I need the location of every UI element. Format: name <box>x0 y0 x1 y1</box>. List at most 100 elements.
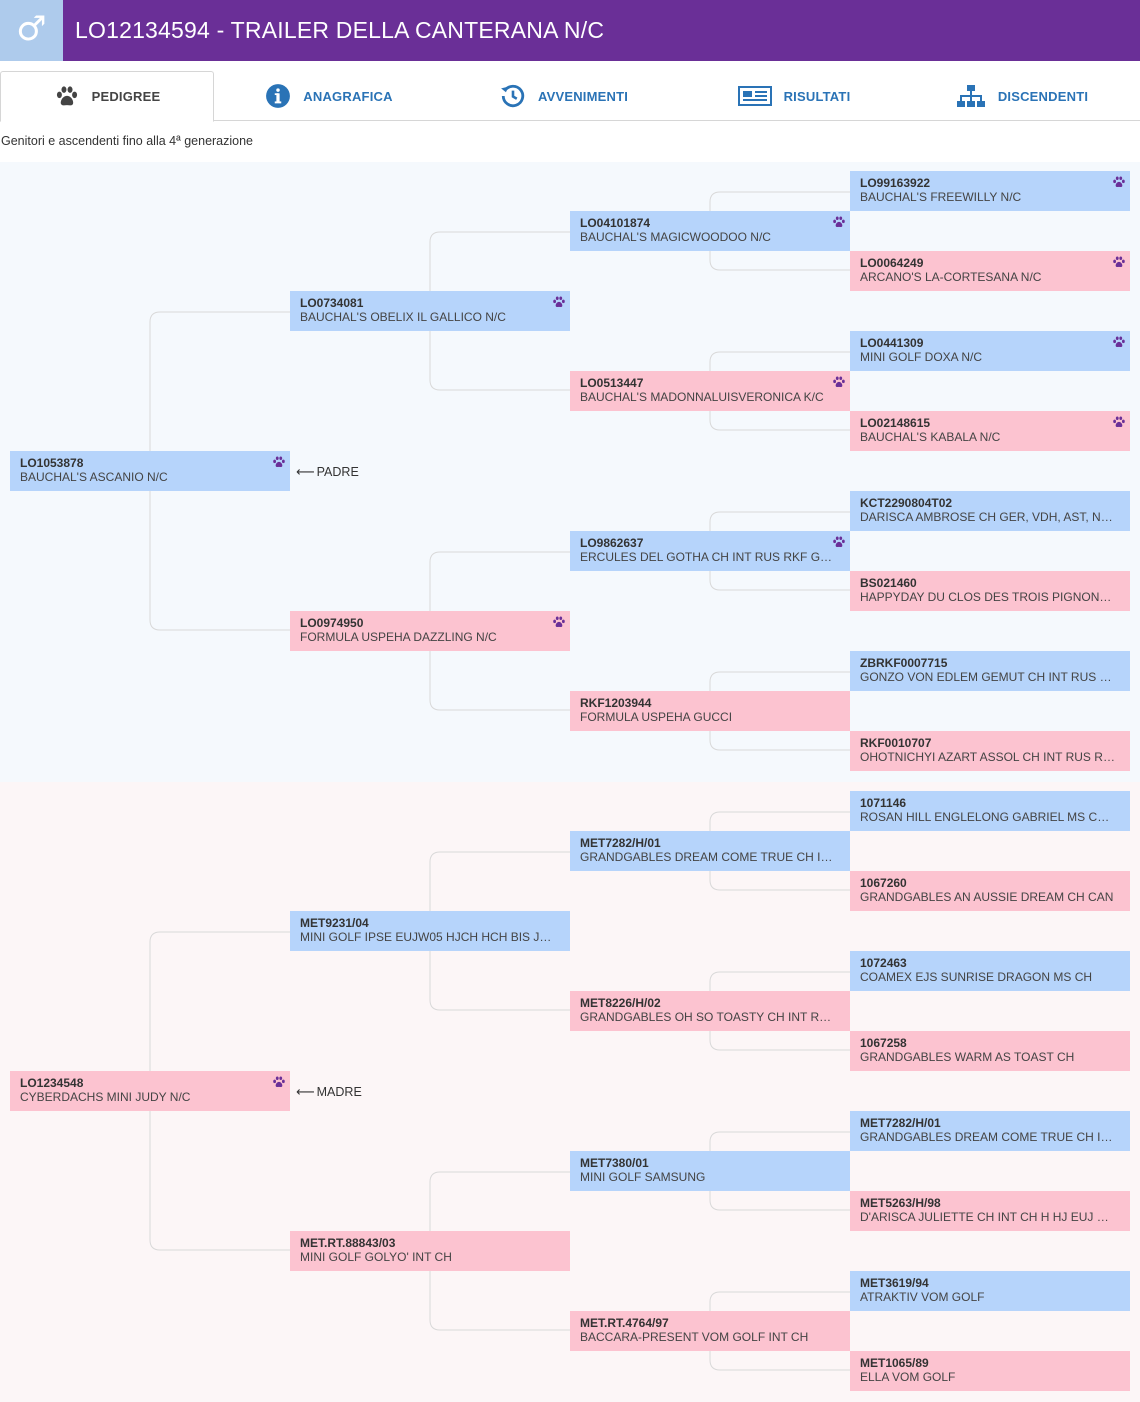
pedigree-node-sdss[interactable]: KCT2290804T02 DARISCA AMBROSE CH GER, VD… <box>850 491 1130 531</box>
registration-number: MET.RT.88843/03 <box>300 1236 396 1250</box>
registration-number: MET7282/H/01 <box>860 1116 941 1130</box>
page-header: ♂ LO12134594 - TRAILER DELLA CANTERANA N… <box>0 0 1140 61</box>
dog-name: BAUCHAL'S ASCANIO N/C <box>20 470 168 484</box>
dog-name: FORMULA USPEHA DAZZLING N/C <box>300 630 497 644</box>
pedigree-node-ddds[interactable]: MET3619/94 ATRAKTIV VOM GOLF <box>850 1271 1130 1311</box>
dog-name: CYBERDACHS MINI JUDY N/C <box>20 1090 191 1104</box>
dog-name: DARISCA AMBROSE CH GER, VDH, AST, NET, L… <box>860 510 1120 524</box>
pedigree-node-ssds[interactable]: LO0441309 MINI GOLF DOXA N/C <box>850 331 1130 371</box>
pedigree-node-sdds[interactable]: ZBRKF0007715 GONZO VON EDLEM GEMUT CH IN… <box>850 651 1130 691</box>
paw-icon <box>1113 336 1125 348</box>
registration-number: MET9231/04 <box>300 916 369 930</box>
pedigree-node-sire[interactable]: LO1053878 BAUCHAL'S ASCANIO N/C <box>10 451 290 491</box>
pedigree-subtitle: Genitori e ascendenti fino alla 4ª gener… <box>1 134 254 148</box>
registration-number: 1067260 <box>860 876 907 890</box>
pedigree-node-dam-dam[interactable]: MET.RT.88843/03 MINI GOLF GOLYO' INT CH <box>290 1231 570 1271</box>
pedigree-node-dss[interactable]: MET7282/H/01 GRANDGABLES DREAM COME TRUE… <box>570 831 850 871</box>
paw-icon <box>273 456 285 468</box>
registration-number: MET7380/01 <box>580 1156 649 1170</box>
tab-risultati[interactable]: RISULTATI <box>684 71 904 121</box>
dog-name: ELLA VOM GOLF <box>860 1370 956 1384</box>
pedigree-node-dam-sire[interactable]: MET9231/04 MINI GOLF IPSE EUJW05 HJCH HC… <box>290 911 570 951</box>
registration-number: 1072463 <box>860 956 907 970</box>
dog-name: GRANDGABLES DREAM COME TRUE CH INT JCH <box>580 850 840 864</box>
newspaper-icon <box>737 86 772 106</box>
dog-name: GRANDGABLES AN AUSSIE DREAM CH CAN <box>860 890 1114 904</box>
dog-name: GRANDGABLES OH SO TOASTY CH INT RO CH <box>580 1010 840 1024</box>
dog-name: D'ARISCA JULIETTE CH INT CH H HJ EUJ PL … <box>860 1210 1120 1224</box>
registration-number: LO99163922 <box>860 176 931 190</box>
dog-name: BAUCHAL'S KABALA N/C <box>860 430 1001 444</box>
dog-name: MINI GOLF SAMSUNG <box>580 1170 706 1184</box>
dog-name: FORMULA USPEHA GUCCI <box>580 710 733 724</box>
pedigree-node-ddsd[interactable]: MET5263/H/98 D'ARISCA JULIETTE CH INT CH… <box>850 1191 1130 1231</box>
dog-name: ROSAN HILL ENGLELONG GABRIEL MS CH. CAN <box>860 810 1120 824</box>
pedigree-node-dds[interactable]: MET7380/01 MINI GOLF SAMSUNG <box>570 1151 850 1191</box>
pedigree-node-dam[interactable]: LO1234548 CYBERDACHS MINI JUDY N/C <box>10 1071 290 1111</box>
tab-pedigree[interactable]: PEDIGREE <box>0 71 214 122</box>
dog-name: ARCANO'S LA-CORTESANA N/C <box>860 270 1042 284</box>
pedigree-node-dsss[interactable]: 1071146 ROSAN HILL ENGLELONG GABRIEL MS … <box>850 791 1130 831</box>
pedigree-node-sire-sire[interactable]: LO0734081 BAUCHAL'S OBELIX IL GALLICO N/… <box>290 291 570 331</box>
tab-label: RISULTATI <box>783 88 851 104</box>
pedigree-node-sdsd[interactable]: BS021460 HAPPYDAY DU CLOS DES TROIS PIGN… <box>850 571 1130 611</box>
registration-number: MET7282/H/01 <box>580 836 661 850</box>
paw-icon <box>833 536 845 548</box>
registration-number: MET3619/94 <box>860 1276 929 1290</box>
dog-name: MINI GOLF DOXA N/C <box>860 350 983 364</box>
sitemap-icon <box>956 85 985 107</box>
paw-icon <box>1113 416 1125 428</box>
pedigree-node-sssd[interactable]: LO0064249 ARCANO'S LA-CORTESANA N/C <box>850 251 1130 291</box>
madre-label: ⟵ MADRE <box>296 1084 362 1100</box>
registration-number: LO02148615 <box>860 416 931 430</box>
registration-number: RKF1203944 <box>580 696 652 710</box>
pedigree-node-sddd[interactable]: RKF0010707 OHOTNICHYI AZART ASSOL CH INT… <box>850 731 1130 771</box>
registration-number: MET8226/H/02 <box>580 996 661 1010</box>
arrow-left-icon: ⟵ <box>296 464 315 479</box>
registration-number: MET1065/89 <box>860 1356 929 1370</box>
pedigree-node-ddss[interactable]: MET7282/H/01 GRANDGABLES DREAM COME TRUE… <box>850 1111 1130 1151</box>
tab-label: PEDIGREE <box>91 89 161 104</box>
tab-avvenimenti[interactable]: AVVENIMENTI <box>444 71 684 121</box>
registration-number: LO1053878 <box>20 456 84 470</box>
paw-icon <box>553 616 565 628</box>
paw-icon <box>56 85 77 105</box>
dog-name: COAMEX EJS SUNRISE DRAGON MS CH <box>860 970 1093 984</box>
pedigree-node-ssd[interactable]: LO0513447 BAUCHAL'S MADONNALUISVERONICA … <box>570 371 850 411</box>
dog-name: BAUCHAL'S MAGICWOODOO N/C <box>580 230 771 244</box>
pedigree-node-sds[interactable]: LO9862637 ERCULES DEL GOTHA CH INT RUS R… <box>570 531 850 571</box>
pedigree-node-sire-dam[interactable]: LO0974950 FORMULA USPEHA DAZZLING N/C <box>290 611 570 651</box>
tab-discendenti[interactable]: DISCENDENTI <box>904 71 1140 121</box>
tab-anagrafica[interactable]: ANAGRAFICA <box>214 71 444 121</box>
dog-name: MINI GOLF IPSE EUJW05 HJCH HCH BIS JBIS … <box>300 930 560 944</box>
dog-name: GONZO VON EDLEM GEMUT CH INT RUS RKF UKR <box>860 670 1120 684</box>
pedigree-node-sss[interactable]: LO04101874 BAUCHAL'S MAGICWOODOO N/C <box>570 211 850 251</box>
pedigree-node-dsd[interactable]: MET8226/H/02 GRANDGABLES OH SO TOASTY CH… <box>570 991 850 1031</box>
registration-number: RKF0010707 <box>860 736 932 750</box>
pedigree-node-ssss[interactable]: LO99163922 BAUCHAL'S FREEWILLY N/C <box>850 171 1130 211</box>
pedigree-node-ddd[interactable]: MET.RT.4764/97 BACCARA-PRESENT VOM GOLF … <box>570 1311 850 1351</box>
registration-number: 1067258 <box>860 1036 907 1050</box>
dog-name: HAPPYDAY DU CLOS DES TROIS PIGNONS CH IN… <box>860 590 1120 604</box>
dog-name: OHOTNICHYI AZART ASSOL CH INT RUS RKF UK… <box>860 750 1120 764</box>
info-icon <box>266 84 291 108</box>
pedigree-node-dsds[interactable]: 1072463 COAMEX EJS SUNRISE DRAGON MS CH <box>850 951 1130 991</box>
registration-number: LO0064249 <box>860 256 924 270</box>
registration-number: MET.RT.4764/97 <box>580 1316 669 1330</box>
registration-number: ZBRKF0007715 <box>860 656 948 670</box>
page-title: LO12134594 - TRAILER DELLA CANTERANA N/C <box>75 17 605 43</box>
pedigree-node-sdd[interactable]: RKF1203944 FORMULA USPEHA GUCCI <box>570 691 850 731</box>
registration-number: LO04101874 <box>580 216 651 230</box>
pedigree-node-dsdd[interactable]: 1067258 GRANDGABLES WARM AS TOAST CH <box>850 1031 1130 1071</box>
padre-label: ⟵ PADRE <box>296 464 359 480</box>
registration-number: LO0441309 <box>860 336 924 350</box>
registration-number: LO9862637 <box>580 536 644 550</box>
registration-number: 1071146 <box>860 796 907 810</box>
padre-text: PADRE <box>316 465 359 479</box>
pedigree-node-dssd[interactable]: 1067260 GRANDGABLES AN AUSSIE DREAM CH C… <box>850 871 1130 911</box>
paw-icon <box>553 296 565 308</box>
pedigree-node-ssdd[interactable]: LO02148615 BAUCHAL'S KABALA N/C <box>850 411 1130 451</box>
registration-number: LO1234548 <box>20 1076 84 1090</box>
dog-name: MINI GOLF GOLYO' INT CH <box>300 1250 452 1264</box>
pedigree-node-dddd[interactable]: MET1065/89 ELLA VOM GOLF <box>850 1351 1130 1391</box>
